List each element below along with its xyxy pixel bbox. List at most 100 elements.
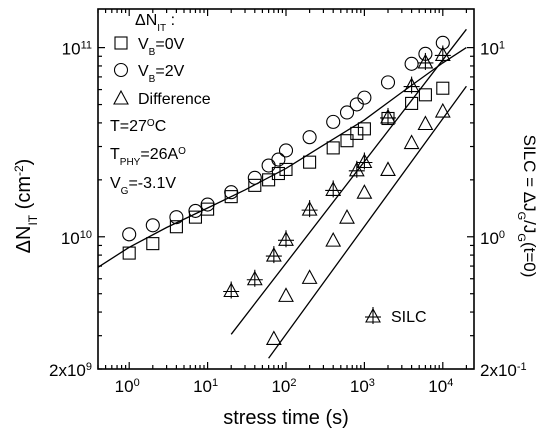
- legend-label: Difference: [138, 91, 211, 108]
- data-markers: [122, 35, 451, 346]
- x-tick-label-part: 4: [447, 377, 453, 389]
- legend-title: ΔNIT :: [135, 12, 175, 34]
- legend-title-part: :: [166, 12, 175, 29]
- legend-label: VB=2V: [138, 63, 185, 85]
- data-point-circle: [339, 105, 355, 120]
- annotation-gate-voltage: VG=-3.1V: [110, 175, 176, 197]
- annotation-thickness-part: =26A: [140, 146, 178, 163]
- data-point-circle: [145, 218, 160, 233]
- data-point-circle: [357, 90, 372, 105]
- legend-label-part: V: [138, 36, 149, 53]
- annotation-temperature: T=27OC: [110, 118, 166, 136]
- data-point-square: [188, 210, 203, 224]
- legend-label-part: V: [138, 63, 149, 80]
- x-tick-label-part: 3: [369, 377, 375, 389]
- data-point-square: [224, 190, 238, 204]
- data-point-circle: [349, 97, 364, 112]
- data-point-triangle: [301, 269, 318, 284]
- legend-marker-triangle: [113, 89, 129, 105]
- legend-title-part: IT: [157, 23, 166, 34]
- data-point-square: [146, 237, 160, 251]
- y-right-tick-label: 100: [480, 229, 505, 248]
- legend-label-silc: SILC: [391, 309, 427, 326]
- data-point-triangle: [403, 134, 420, 150]
- annotation-thickness: TPHY=26AO: [110, 146, 186, 168]
- y-left-axis-title-part: ΔN: [13, 226, 35, 254]
- y-right-tick-label-part: -1: [517, 361, 527, 373]
- fit-line-2: [268, 85, 467, 359]
- data-point-square: [326, 141, 340, 155]
- x-tick-label-part: 0: [134, 377, 140, 389]
- x-tick-label: 104: [428, 377, 453, 396]
- data-point-circle: [247, 170, 262, 185]
- y-left-axis-title-part: ): [13, 159, 35, 166]
- series-triangle: [265, 102, 451, 346]
- data-point-square: [169, 220, 183, 234]
- annotation-temperature-part: O: [147, 118, 155, 129]
- y-left-tick-label: 1011: [62, 40, 92, 59]
- data-point-triangle: [325, 231, 342, 247]
- data-point-triangle-cross: [380, 107, 397, 125]
- legend-label-part: Difference: [138, 91, 211, 108]
- data-point-circle: [326, 114, 341, 129]
- data-point-square: [340, 134, 354, 148]
- y-left-axis-title: ΔNIT (cm-2): [12, 159, 40, 254]
- annotation-temperature-part: C: [155, 118, 167, 135]
- data-point-circle: [271, 152, 286, 167]
- data-point-square: [418, 88, 432, 102]
- series-circle: [122, 35, 450, 242]
- y-left-tick-label-part: 10: [62, 40, 81, 59]
- data-point-triangle: [278, 287, 294, 302]
- data-point-circle: [302, 130, 317, 145]
- annotation-thickness-part: O: [178, 146, 186, 157]
- x-axis-title-part: stress time (s): [223, 407, 349, 429]
- fit-line-1: [97, 47, 467, 268]
- y-left-axis-title-part: -2: [12, 165, 26, 176]
- data-point-circle: [404, 56, 419, 71]
- data-point-triangle: [417, 115, 434, 131]
- legend-marker-square: [114, 36, 128, 50]
- x-tick-label: 101: [193, 377, 218, 396]
- data-point-circle: [261, 158, 276, 173]
- legend-label-part: B: [149, 74, 156, 85]
- x-tick-label: 102: [271, 377, 296, 396]
- data-point-triangle: [434, 102, 451, 118]
- data-point-triangle-cross: [265, 246, 282, 264]
- data-point-circle: [122, 227, 137, 242]
- legend-label: VB=0V: [138, 36, 185, 58]
- data-point-triangle-cross: [434, 45, 451, 63]
- y-right-axis-title-part: /J: [520, 220, 538, 233]
- annotation-thickness-part: PHY: [120, 157, 141, 168]
- annotation-gate-voltage-part: =-3.1V: [128, 175, 176, 192]
- data-point-square: [405, 96, 419, 110]
- legend-label-part: =0V: [155, 36, 184, 53]
- y-right-tick-label-part: 10: [480, 229, 499, 248]
- y-left-tick-label-part: 11: [81, 40, 92, 52]
- data-point-triangle-cross: [348, 160, 365, 178]
- y-right-axis-title-part: SILC = ΔJ: [520, 135, 538, 212]
- data-point-triangle: [339, 208, 355, 224]
- y-right-tick-label-part: 0: [499, 229, 505, 241]
- x-tick-label-part: 10: [193, 377, 212, 396]
- fit-line-3: [230, 28, 467, 335]
- data-point-triangle: [356, 184, 373, 199]
- data-point-triangle-cross: [223, 281, 240, 299]
- x-tick-label-part: 10: [115, 377, 134, 396]
- series-triangle-cross: [223, 45, 451, 299]
- y-left-axis-title-part: (cm: [13, 176, 35, 215]
- legend-label-part: =2V: [155, 63, 184, 80]
- x-tick-label: 103: [350, 377, 375, 396]
- data-point-triangle-cross: [301, 200, 318, 218]
- x-axis-title: stress time (s): [223, 407, 349, 429]
- legend-marker-circle: [113, 62, 129, 78]
- data-point-triangle: [265, 330, 282, 346]
- x-tick-label-part: 10: [350, 377, 369, 396]
- annotation-gate-voltage-part: G: [121, 186, 129, 197]
- data-point-triangle-cross: [417, 52, 434, 70]
- y-right-tick-label: 101: [480, 40, 505, 59]
- data-point-triangle-cross: [403, 76, 420, 94]
- data-point-circle: [224, 185, 239, 200]
- x-tick-label-part: 2: [290, 377, 296, 389]
- fit-lines: [97, 28, 467, 359]
- data-point-square: [436, 81, 450, 95]
